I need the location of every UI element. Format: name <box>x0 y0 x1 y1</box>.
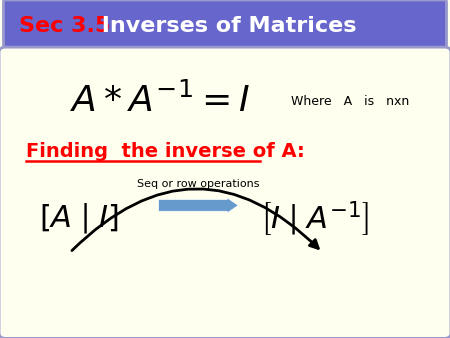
Text: Where   A   is   nxn: Where A is nxn <box>292 95 410 107</box>
FancyBboxPatch shape <box>0 47 450 338</box>
Text: Seq or row operations: Seq or row operations <box>137 178 260 189</box>
Text: $\left[I \mid A^{-1}\right]$: $\left[I \mid A^{-1}\right]$ <box>261 199 369 239</box>
FancyBboxPatch shape <box>4 0 446 52</box>
Text: Finding  the inverse of A:: Finding the inverse of A: <box>26 142 304 161</box>
Text: Inverses of Matrices: Inverses of Matrices <box>94 16 357 36</box>
Text: $A * A^{-1} = I$: $A * A^{-1} = I$ <box>70 83 250 119</box>
Text: $\left[A \mid I\right]$: $\left[A \mid I\right]$ <box>39 202 119 236</box>
FancyArrow shape <box>158 198 238 213</box>
Text: Sec 3.5: Sec 3.5 <box>19 16 110 36</box>
